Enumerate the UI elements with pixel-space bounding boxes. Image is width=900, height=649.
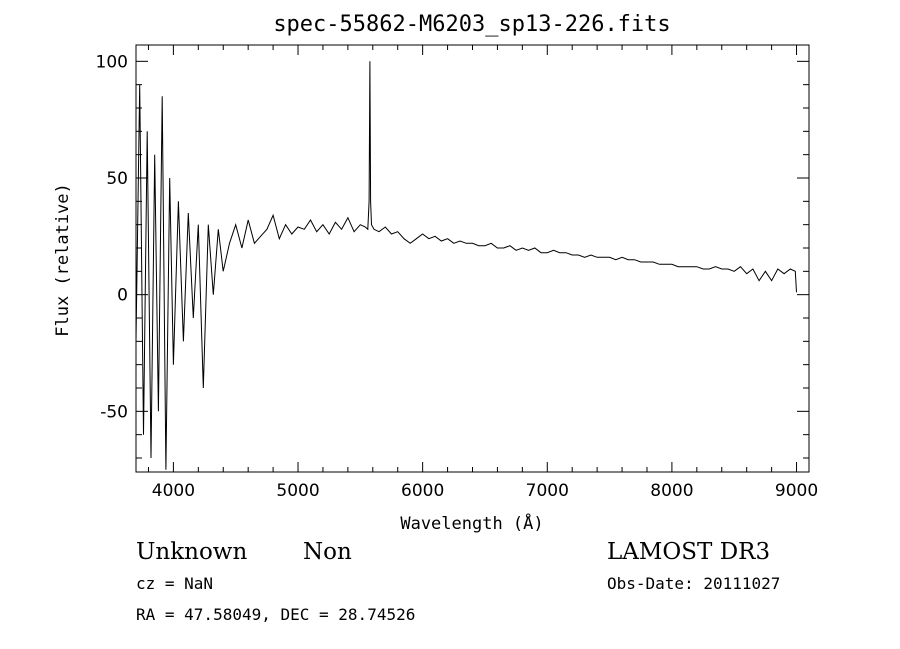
subclass-label: Non — [303, 539, 352, 565]
axis-tick-labels: 4000 5000 6000 7000 8000 9000 -50 0 50 100 — [96, 52, 819, 501]
survey-label: LAMOST DR3 — [607, 539, 770, 565]
chart-title: spec-55862-M6203_sp13-226.fits — [273, 12, 670, 37]
redshift-label: cz = NaN — [136, 574, 213, 593]
x-tick-label: 7000 — [526, 481, 569, 501]
x-tick-label: 4000 — [152, 481, 195, 501]
x-tick-label: 8000 — [650, 481, 693, 501]
axis-ticks — [136, 45, 809, 472]
plot-frame — [135, 44, 810, 473]
x-tick-label: 5000 — [276, 481, 319, 501]
x-tick-label: 9000 — [775, 481, 818, 501]
x-tick-label: 6000 — [401, 481, 444, 501]
x-axis-label: Wavelength (Å) — [400, 512, 543, 534]
y-tick-label: 50 — [106, 169, 128, 189]
object-type-label: Unknown — [136, 539, 247, 565]
y-tick-label: 0 — [117, 286, 128, 306]
y-tick-label: 100 — [96, 52, 128, 72]
y-tick-label: -50 — [100, 402, 128, 422]
y-axis-label: Flux (relative) — [53, 183, 73, 337]
coordinates-label: RA = 47.58049, DEC = 28.74526 — [136, 605, 415, 624]
spectrum-series-line — [135, 61, 797, 470]
obs-date-label: Obs-Date: 20111027 — [607, 574, 780, 593]
